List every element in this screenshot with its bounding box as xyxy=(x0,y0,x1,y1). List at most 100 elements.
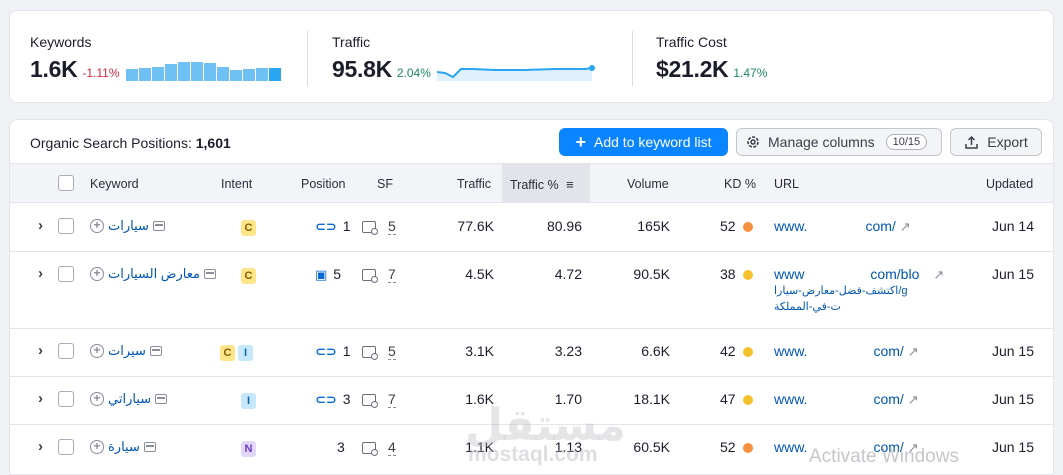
watermark-logo: مستقل xyxy=(465,400,626,451)
keyword-cell[interactable]: + سيرات xyxy=(90,343,162,359)
row-checkbox[interactable] xyxy=(58,266,74,282)
serp-features-icon xyxy=(362,442,378,457)
summary-card: Keywords 1.6K -1.11% Traffic 95.8K 2.04%… xyxy=(9,10,1054,103)
serp-icon[interactable] xyxy=(143,442,156,452)
keyword-text[interactable]: سيارة xyxy=(108,439,140,454)
updated-date: Jun 15 xyxy=(991,266,1034,282)
url-start: www. xyxy=(774,343,808,359)
row-checkbox[interactable] xyxy=(58,218,74,234)
external-link-icon[interactable]: ↗ xyxy=(933,267,945,282)
expand-chevron-icon[interactable]: › xyxy=(38,390,43,407)
kd-cell: 47 xyxy=(720,391,753,407)
expand-chevron-icon[interactable]: › xyxy=(38,342,43,359)
sf-count[interactable]: 5 xyxy=(388,343,396,360)
keywords-change: -1.11% xyxy=(82,66,120,80)
position-cell: 3 xyxy=(337,439,345,455)
keyword-cell[interactable]: + سيارات xyxy=(90,218,165,234)
serp-features-icon xyxy=(362,394,378,409)
header-intent[interactable]: Intent xyxy=(221,177,253,191)
export-button[interactable]: Export xyxy=(950,128,1042,156)
sf-count[interactable]: 7 xyxy=(388,391,396,408)
expand-chevron-icon[interactable]: › xyxy=(38,265,43,282)
external-link-icon[interactable]: ↗ xyxy=(907,392,919,407)
sf-cell[interactable]: 5 xyxy=(362,218,396,236)
manage-columns-button[interactable]: Manage columns 10/15 xyxy=(736,128,942,156)
kd-value: 47 xyxy=(720,391,736,407)
add-keyword-icon[interactable]: + xyxy=(90,392,104,406)
traffic-pct-value: 1.13 xyxy=(554,439,582,455)
keyword-text[interactable]: سيارات xyxy=(108,218,149,233)
row-checkbox[interactable] xyxy=(58,439,74,455)
table-row[interactable]: › + سيارات C ⊂⊃ 1 5 77.6K 80.96 165K 52 w… xyxy=(10,203,1053,252)
traffic-value: 3.1K xyxy=(465,343,494,359)
header-traffic[interactable]: Traffic xyxy=(457,177,492,191)
keyword-text[interactable]: سياراتي xyxy=(108,391,152,406)
external-link-icon[interactable]: ↗ xyxy=(907,344,919,359)
serp-icon[interactable] xyxy=(155,394,168,404)
row-checkbox[interactable] xyxy=(58,343,74,359)
sf-count[interactable]: 5 xyxy=(388,218,396,235)
header-updated[interactable]: Updated xyxy=(986,177,1034,191)
sf-cell[interactable]: 7 xyxy=(362,266,396,284)
manage-columns-label: Manage columns xyxy=(768,134,875,150)
keyword-cell[interactable]: + معارض السيارات xyxy=(90,266,216,282)
export-icon xyxy=(965,135,979,149)
url-link[interactable]: www. com/↗ xyxy=(774,391,919,408)
sf-cell[interactable]: 7 xyxy=(362,391,396,409)
traffic-cost-metric[interactable]: Traffic Cost $21.2K 1.47% xyxy=(656,34,767,83)
add-keyword-icon[interactable]: + xyxy=(90,219,104,233)
header-kd[interactable]: KD % xyxy=(724,177,756,191)
kd-value: 42 xyxy=(720,343,736,359)
sf-count[interactable]: 4 xyxy=(388,439,396,456)
table-row[interactable]: › + معارض السيارات C ▣ 5 7 4.5K 4.72 90.5… xyxy=(10,252,1053,329)
url-path-line[interactable]: اكتشف-فضل-معارض-سيارا/g ت-في-المملكة xyxy=(774,283,908,315)
url-end: com/ xyxy=(865,218,896,234)
traffic-change: 2.04% xyxy=(396,66,431,80)
row-checkbox[interactable] xyxy=(58,391,74,407)
url-link[interactable]: www. com/↗ xyxy=(774,439,919,456)
keyword-cell[interactable]: + سيارة xyxy=(90,439,156,455)
keywords-value: 1.6K xyxy=(30,56,78,82)
url-link[interactable]: www. com/↗ xyxy=(774,343,919,360)
header-sf[interactable]: SF xyxy=(377,177,393,191)
serp-icon[interactable] xyxy=(152,221,165,231)
sf-cell[interactable]: 4 xyxy=(362,439,396,457)
header-url[interactable]: URL xyxy=(774,177,800,191)
url-link[interactable]: www com/blo ↗ xyxy=(774,266,944,283)
header-keyword[interactable]: Keyword xyxy=(90,177,139,191)
traffic-metric[interactable]: Traffic 95.8K 2.04% xyxy=(332,34,595,83)
gear-icon xyxy=(747,136,759,148)
select-all-checkbox[interactable] xyxy=(58,175,74,191)
add-keyword-icon[interactable]: + xyxy=(90,440,104,454)
sf-count[interactable]: 7 xyxy=(388,266,396,283)
add-keyword-icon[interactable]: + xyxy=(90,267,104,281)
add-keyword-icon[interactable]: + xyxy=(90,344,104,358)
external-link-icon[interactable]: ↗ xyxy=(907,440,919,455)
keyword-text[interactable]: سيرات xyxy=(108,343,146,358)
header-traffic-pct[interactable]: Traffic % ≡ xyxy=(510,177,574,192)
traffic-pct-value: 4.72 xyxy=(554,266,582,282)
serp-features-icon xyxy=(362,221,378,236)
external-link-icon[interactable]: ↗ xyxy=(899,219,911,234)
header-position[interactable]: Position xyxy=(301,177,346,191)
link-icon: ⊂⊃ xyxy=(315,392,337,407)
url-link[interactable]: www. com/↗ xyxy=(774,218,911,235)
expand-chevron-icon[interactable]: › xyxy=(38,438,43,455)
table-row[interactable]: › + سياراتي I ⊂⊃ 3 7 1.6K 1.70 18.1K 47 w… xyxy=(10,377,1053,425)
serp-icon[interactable] xyxy=(149,346,162,356)
keywords-metric[interactable]: Keywords 1.6K -1.11% xyxy=(30,34,281,83)
traffic-pct-value: 3.23 xyxy=(554,343,582,359)
traffic-value: 1.6K xyxy=(465,391,494,407)
keyword-cell[interactable]: + سياراتي xyxy=(90,391,168,407)
add-to-keyword-list-button[interactable]: + Add to keyword list xyxy=(559,128,728,156)
header-volume[interactable]: Volume xyxy=(627,177,669,191)
intent-badge: C xyxy=(220,345,235,361)
positions-count: 1,601 xyxy=(195,135,231,151)
keyword-text[interactable]: معارض السيارات xyxy=(108,266,200,281)
columns-count-badge: 10/15 xyxy=(885,134,928,150)
sf-cell[interactable]: 5 xyxy=(362,343,396,361)
serp-icon[interactable] xyxy=(203,269,216,279)
traffic-value: 4.5K xyxy=(465,266,494,282)
expand-chevron-icon[interactable]: › xyxy=(38,217,43,234)
